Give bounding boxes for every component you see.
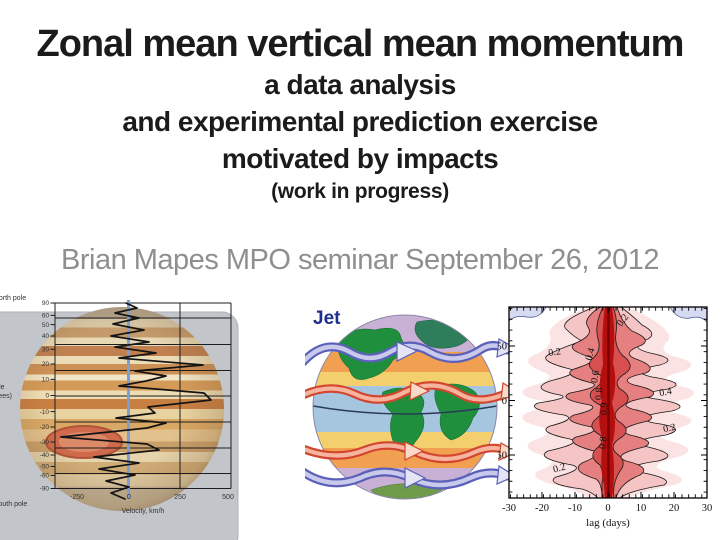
- svg-text:0.2: 0.2: [548, 346, 562, 359]
- svg-text:0.2: 0.2: [662, 422, 677, 435]
- jupiter-disc: [20, 307, 224, 511]
- globe-outline: [312, 314, 498, 500]
- svg-text:0: 0: [127, 494, 131, 501]
- slide-subtitle: Brian Mapes MPO seminar September 26, 20…: [61, 244, 659, 276]
- svg-text:-90: -90: [40, 486, 50, 493]
- south-pole-label: south pole: [0, 501, 27, 508]
- svg-text:(degrees): (degrees): [0, 393, 12, 400]
- velocity-tick-labels: -250 0 250 500: [70, 494, 234, 501]
- svg-text:-10: -10: [568, 503, 582, 514]
- globe-jet-figure: Jet: [305, 300, 510, 514]
- svg-text:-30: -30: [502, 503, 516, 514]
- lag-axis-label: lag (days): [586, 517, 630, 529]
- svg-text:0.6: 0.6: [589, 370, 602, 384]
- svg-text:0.4: 0.4: [658, 386, 672, 399]
- globe-svg: [305, 314, 510, 500]
- svg-text:-40: -40: [40, 452, 50, 459]
- svg-text:-50: -50: [40, 464, 50, 471]
- subtropical-jet-south-arrow: [305, 441, 510, 464]
- jet-label: Jet: [313, 308, 341, 329]
- svg-text:90: 90: [42, 300, 50, 307]
- svg-text:latitude: latitude: [0, 384, 5, 391]
- zonal-wind-curve: [60, 302, 212, 500]
- page-title: Zonal mean vertical mean momentum: [36, 23, 685, 65]
- svg-text:-60: -60: [40, 473, 50, 480]
- svg-text:-20: -20: [535, 503, 549, 514]
- latitude-tick-labels-lag: 50 0 -50: [498, 342, 507, 462]
- svg-text:20: 20: [669, 503, 680, 514]
- svg-text:0.8: 0.8: [594, 387, 606, 400]
- svg-text:0.2: 0.2: [552, 462, 567, 476]
- svg-text:0.4: 0.4: [584, 347, 598, 362]
- svg-text:-10: -10: [40, 409, 50, 416]
- jupiter-zonal-wind-figure: 90 60 50 40 30 20 10 0 -10 -20 -30 -40 -…: [0, 287, 258, 540]
- svg-text:30: 30: [42, 347, 50, 354]
- title-line-5: (work in progress): [271, 180, 449, 203]
- title-line-2: a data analysis: [264, 69, 456, 100]
- lag-tick-labels: -30 -20 -10 0 10 20 30: [502, 503, 712, 514]
- title-line-4: motivated by impacts: [221, 143, 499, 174]
- svg-text:60: 60: [42, 313, 50, 320]
- jupiter-figure-svg: 90 60 50 40 30 20 10 0 -10 -20 -30 -40 -…: [0, 295, 239, 540]
- svg-text:0.8: 0.8: [597, 436, 609, 449]
- svg-text:40: 40: [42, 333, 50, 340]
- latitude-axis-label: latitude (degrees): [0, 384, 12, 400]
- latitude-tick-marks: [50, 302, 55, 489]
- svg-text:10: 10: [636, 503, 647, 514]
- svg-text:20: 20: [42, 361, 50, 368]
- svg-text:500: 500: [222, 494, 234, 501]
- svg-text:-250: -250: [70, 494, 84, 501]
- svg-text:-20: -20: [40, 424, 50, 431]
- svg-text:0.9: 0.9: [599, 402, 610, 415]
- svg-text:30: 30: [702, 503, 713, 514]
- polar-jet-north-arrow: [305, 338, 510, 367]
- svg-text:50: 50: [498, 342, 507, 353]
- title-line-3: and experimental prediction exercise: [122, 106, 598, 137]
- svg-text:-50: -50: [498, 451, 507, 462]
- subtropical-jet-north-arrow: [305, 381, 510, 404]
- svg-text:250: 250: [174, 494, 186, 501]
- lag-plot-svg: 0.2 0.2 0.4 0.6 0.8 0.9 0.4 0.2 0.8 0.2 …: [498, 306, 712, 529]
- svg-text:-30: -30: [40, 439, 50, 446]
- polar-jet-south-arrow: [305, 464, 510, 490]
- svg-text:10: 10: [42, 377, 50, 384]
- contour-labels: 0.2 0.2 0.4 0.6 0.8 0.9 0.4 0.2 0.8 0.2: [548, 312, 677, 475]
- svg-text:0: 0: [605, 503, 610, 514]
- svg-text:0: 0: [45, 393, 49, 400]
- svg-text:50: 50: [42, 322, 50, 329]
- svg-text:0: 0: [502, 396, 507, 407]
- contour-fills: [509, 307, 707, 498]
- major-ticks: [508, 307, 708, 498]
- north-pole-label: north pole: [0, 295, 26, 302]
- title-block: Zonal mean vertical mean momentum a data…: [0, 22, 720, 207]
- lag-correlation-figure: 0.2 0.2 0.4 0.6 0.8 0.9 0.4 0.2 0.8 0.2 …: [498, 295, 720, 540]
- equator-line: [313, 405, 497, 415]
- velocity-axis-label: Velocity, km/h: [122, 508, 165, 515]
- latitude-tick-labels: 90 60 50 40 30 20 10 0 -10 -20 -30 -40 -…: [40, 300, 50, 493]
